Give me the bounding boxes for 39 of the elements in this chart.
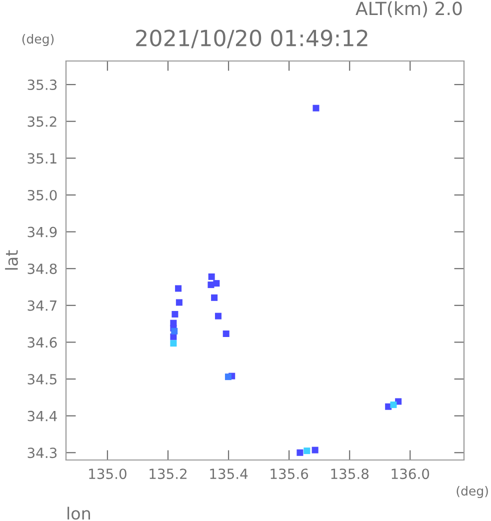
y-tick-label: 34.4 xyxy=(28,410,57,422)
point xyxy=(296,449,304,456)
point xyxy=(172,310,178,318)
point xyxy=(222,330,230,338)
x-tick-label: 135.4 xyxy=(210,468,248,480)
point xyxy=(176,299,182,306)
point xyxy=(312,104,320,112)
point xyxy=(304,448,310,454)
y-axis-title: lat xyxy=(5,250,18,270)
point xyxy=(175,285,182,292)
point xyxy=(390,402,397,408)
chart-title: 2021/10/20 01:49:12 xyxy=(136,30,368,48)
x-tick-label: 135.2 xyxy=(150,468,186,480)
x-tick-label: 136.0 xyxy=(392,468,430,480)
y-tick-label: 34.9 xyxy=(28,226,57,238)
point xyxy=(312,446,318,454)
y-tick-label: 35.2 xyxy=(28,116,56,127)
y-tick-label: 34.3 xyxy=(28,448,57,458)
point xyxy=(213,280,220,287)
point xyxy=(170,340,177,347)
x-tick-label: 135.0 xyxy=(89,468,126,480)
y-tick-label: 35.0 xyxy=(28,190,57,200)
y-tick-label: 34.5 xyxy=(28,374,56,384)
x-axis-title: lon xyxy=(68,506,90,520)
point xyxy=(171,328,178,334)
point xyxy=(208,273,215,280)
y-tick-label: 34.6 xyxy=(28,337,57,348)
y-tick-label: 34.7 xyxy=(28,300,56,311)
text: (deg) xyxy=(456,486,488,498)
x-tick-label: 135.8 xyxy=(331,468,369,480)
y-tick-label: 35.1 xyxy=(28,153,56,164)
point xyxy=(211,294,218,301)
text: (deg) xyxy=(22,34,54,46)
point xyxy=(224,374,232,380)
x-tick-label: 135.6 xyxy=(270,468,308,480)
chart-subtitle: ALT(km) 2.0 xyxy=(356,1,462,18)
y-tick-label: 34.8 xyxy=(28,264,57,274)
point xyxy=(214,312,222,320)
y-tick-label: 35.3 xyxy=(28,80,57,90)
